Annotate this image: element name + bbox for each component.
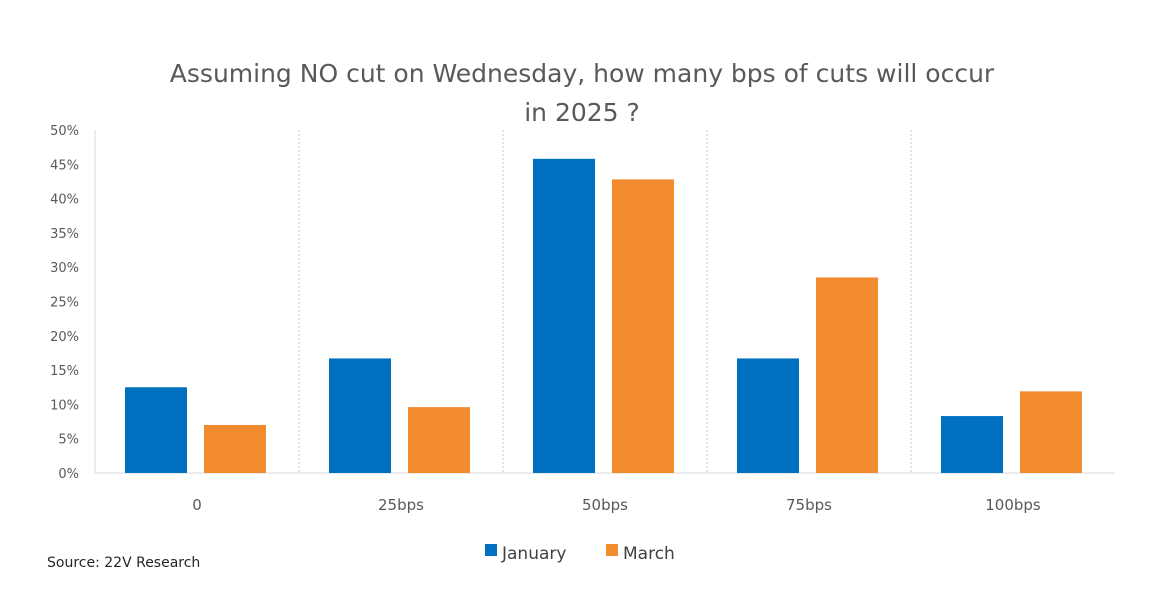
- bar-march-50bps: [612, 179, 674, 473]
- y-tick-label: 5%: [58, 433, 79, 448]
- y-tick-label: 20%: [50, 330, 79, 345]
- bars: [125, 158, 1082, 473]
- x-tick-label: 100bps: [985, 496, 1041, 514]
- legend-label-january: January: [501, 544, 566, 564]
- x-tick-label: 75bps: [786, 496, 832, 514]
- y-tick-label: 40%: [50, 193, 79, 208]
- x-tick-label: 25bps: [378, 496, 424, 514]
- bar-january-75bps: [737, 358, 799, 473]
- bar-january-50bps: [533, 158, 595, 473]
- category-divider-lines: [298, 130, 912, 473]
- bar-january-100bps: [941, 416, 1003, 473]
- legend-swatch-march: [606, 544, 618, 556]
- y-tick-label: 45%: [50, 158, 79, 173]
- y-axis-tick-labels: 0% 5% 10% 15% 20% 25% 30% 35% 40% 45% 50%: [50, 124, 79, 482]
- y-tick-label: 50%: [50, 124, 79, 139]
- bar-january-0: [125, 387, 187, 473]
- y-tick-label: 10%: [50, 398, 79, 413]
- x-tick-label: 0: [192, 496, 202, 514]
- bar-january-25bps: [329, 358, 391, 473]
- x-axis-tick-labels: 0 25bps 50bps 75bps 100bps: [192, 496, 1041, 514]
- source-note: Source: 22V Research: [47, 555, 200, 571]
- bar-march-100bps: [1020, 391, 1082, 473]
- x-tick-label: 50bps: [582, 496, 628, 514]
- chart-title-line-1: Assuming NO cut on Wednesday, how many b…: [170, 59, 995, 88]
- y-tick-label: 35%: [50, 227, 79, 242]
- y-tick-label: 0%: [58, 467, 79, 482]
- bar-march-0: [204, 424, 266, 473]
- bar-march-75bps: [816, 277, 878, 473]
- legend-swatch-january: [485, 544, 497, 556]
- y-tick-label: 25%: [50, 296, 79, 311]
- bar-march-25bps: [408, 407, 470, 473]
- chart-title-line-2: in 2025 ?: [524, 98, 640, 127]
- y-tick-label: 30%: [50, 261, 79, 276]
- legend-label-march: March: [623, 544, 675, 564]
- legend: January March: [485, 544, 675, 564]
- y-tick-label: 15%: [50, 364, 79, 379]
